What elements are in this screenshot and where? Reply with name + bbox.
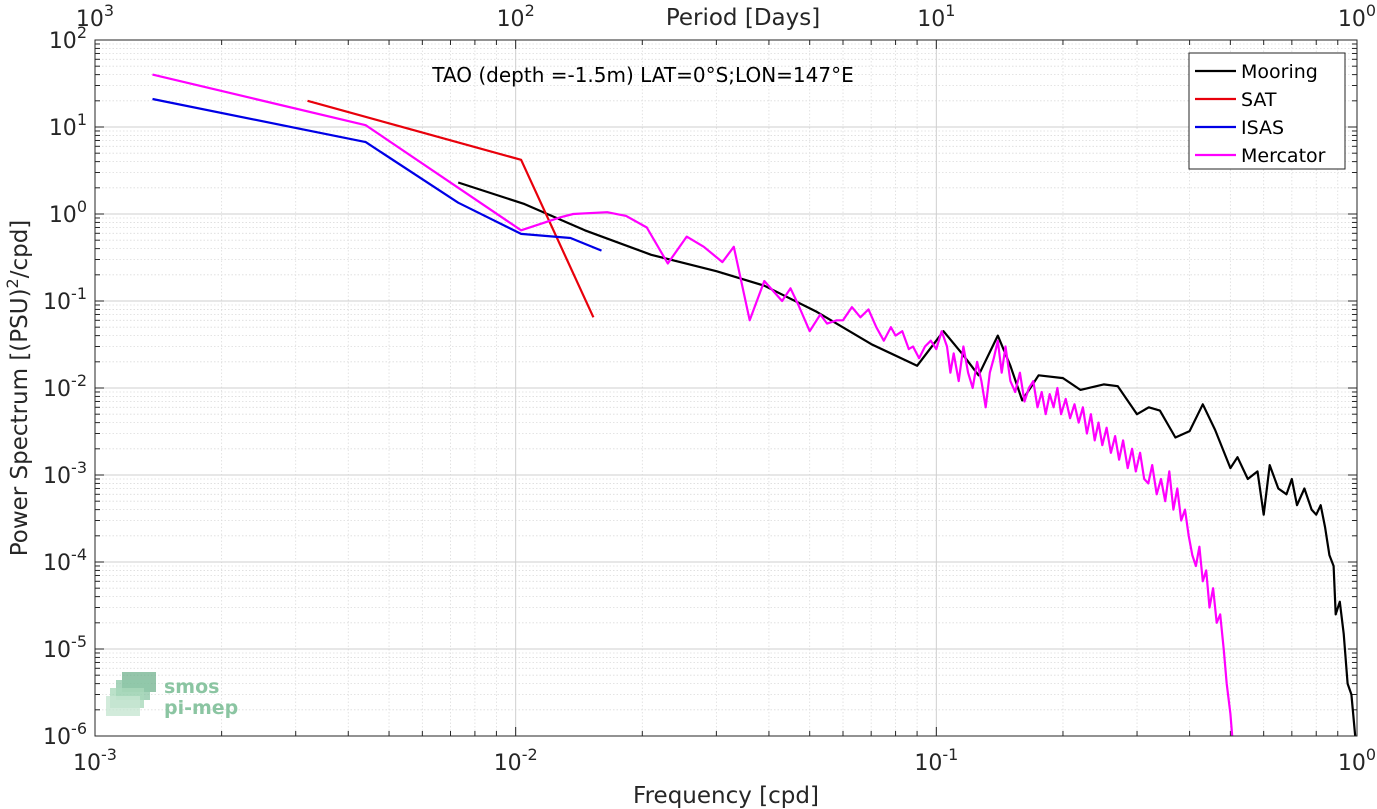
legend-label-isas: ISAS — [1241, 117, 1284, 139]
y-tick-label-exponent: -4 — [71, 545, 87, 564]
y-tick-label-base: 10 — [43, 464, 71, 489]
x-tick-label-exponent: -2 — [522, 745, 538, 764]
x-tick-label-base: 10 — [1338, 751, 1366, 776]
top-tick-label-exponent: 1 — [945, 1, 955, 20]
chart-title: TAO (depth =-1.5m) LAT=0°S;LON=147°E — [431, 63, 853, 87]
legend-box — [1188, 52, 1346, 170]
y-tick-label: 10-4 — [43, 545, 87, 576]
y-tick-label: 10-6 — [43, 719, 87, 750]
y-tick-label-base: 10 — [43, 638, 71, 663]
x-tick-label-exponent: -3 — [101, 745, 117, 764]
x-tick-label: 10-2 — [494, 745, 538, 776]
legend: Mooring SAT ISAS Mercator — [1188, 52, 1346, 170]
y-axis-label-main: Power Spectrum [(PSU) — [7, 288, 33, 556]
y-tick-label-exponent: -3 — [71, 458, 87, 477]
x-axis-label: Frequency [cpd] — [633, 783, 819, 809]
x-tick-labels: 10-3 10-2 10-1 100 — [73, 745, 1376, 776]
x-tick-label: 10-1 — [914, 745, 958, 776]
legend-label-mercator: Mercator — [1241, 145, 1326, 167]
top-axis-label: Period [Days] — [666, 5, 820, 31]
y-tick-label-exponent: 0 — [77, 197, 87, 216]
x-tick-label: 100 — [1338, 745, 1376, 776]
y-tick-label-base: 10 — [49, 116, 77, 141]
y-tick-label-exponent: 2 — [77, 23, 87, 42]
x-tick-label-exponent: 0 — [1366, 745, 1376, 764]
y-tick-label-base: 10 — [43, 725, 71, 750]
top-tick-labels: 103 102 101 100 — [76, 1, 1376, 32]
series-lines — [152, 73, 1357, 737]
y-tick-label: 10-5 — [43, 632, 87, 663]
plot-frame — [94, 39, 1358, 737]
y-tick-label-base: 10 — [43, 551, 71, 576]
y-tick-label-exponent: -2 — [71, 371, 87, 390]
top-tick-label-exponent: 2 — [525, 1, 535, 20]
y-tick-label-exponent: 1 — [77, 110, 87, 129]
top-tick-label: 103 — [76, 1, 114, 32]
y-tick-label-exponent: -6 — [71, 719, 87, 738]
tick-marks — [94, 39, 1358, 737]
x-tick-label-base: 10 — [914, 751, 942, 776]
x-tick-label-base: 10 — [73, 751, 101, 776]
series-line-mercator — [152, 73, 1234, 737]
top-tick-label: 100 — [1338, 1, 1376, 32]
y-tick-label: 10-3 — [43, 458, 87, 489]
series-line-isas — [152, 97, 602, 252]
x-tick-label-base: 10 — [494, 751, 522, 776]
logo-text-pimep: pi-mep — [164, 697, 238, 719]
y-tick-label: 102 — [49, 23, 87, 54]
top-tick-label: 102 — [497, 1, 535, 32]
y-axis-label-tail: /cpd] — [7, 220, 33, 279]
top-tick-label: 101 — [917, 1, 955, 32]
top-tick-label-base: 10 — [76, 7, 104, 32]
y-axis-label: Power Spectrum [(PSU)2/cpd] — [3, 220, 33, 557]
y-tick-label-base: 10 — [43, 377, 71, 402]
y-tick-label-base: 10 — [49, 29, 77, 54]
top-tick-label-base: 10 — [497, 7, 525, 32]
legend-label-sat: SAT — [1241, 89, 1277, 111]
legend-label-mooring: Mooring — [1241, 61, 1318, 83]
y-tick-label-exponent: -5 — [71, 632, 87, 651]
top-tick-label-base: 10 — [1338, 7, 1366, 32]
top-tick-label-exponent: 3 — [104, 1, 114, 20]
top-tick-label-exponent: 0 — [1366, 1, 1376, 20]
x-tick-label-exponent: -1 — [942, 745, 958, 764]
y-tick-label-exponent: -1 — [71, 284, 87, 303]
series-line-sat — [307, 99, 595, 318]
y-tick-label: 101 — [49, 110, 87, 141]
y-tick-label: 10-1 — [43, 284, 87, 315]
smos-pi-mep-logo: smos pi-mep — [106, 672, 238, 719]
minor-grid — [95, 40, 1357, 736]
x-tick-label: 10-3 — [73, 745, 117, 776]
y-tick-label: 100 — [49, 197, 87, 228]
y-tick-label-base: 10 — [49, 203, 77, 228]
series-line-mooring — [457, 181, 1357, 737]
logo-text-smos: smos — [164, 676, 219, 698]
y-tick-label: 10-2 — [43, 371, 87, 402]
top-tick-label-base: 10 — [917, 7, 945, 32]
y-tick-label-base: 10 — [43, 290, 71, 315]
y-axis-label-superscript: 2 — [3, 278, 22, 288]
